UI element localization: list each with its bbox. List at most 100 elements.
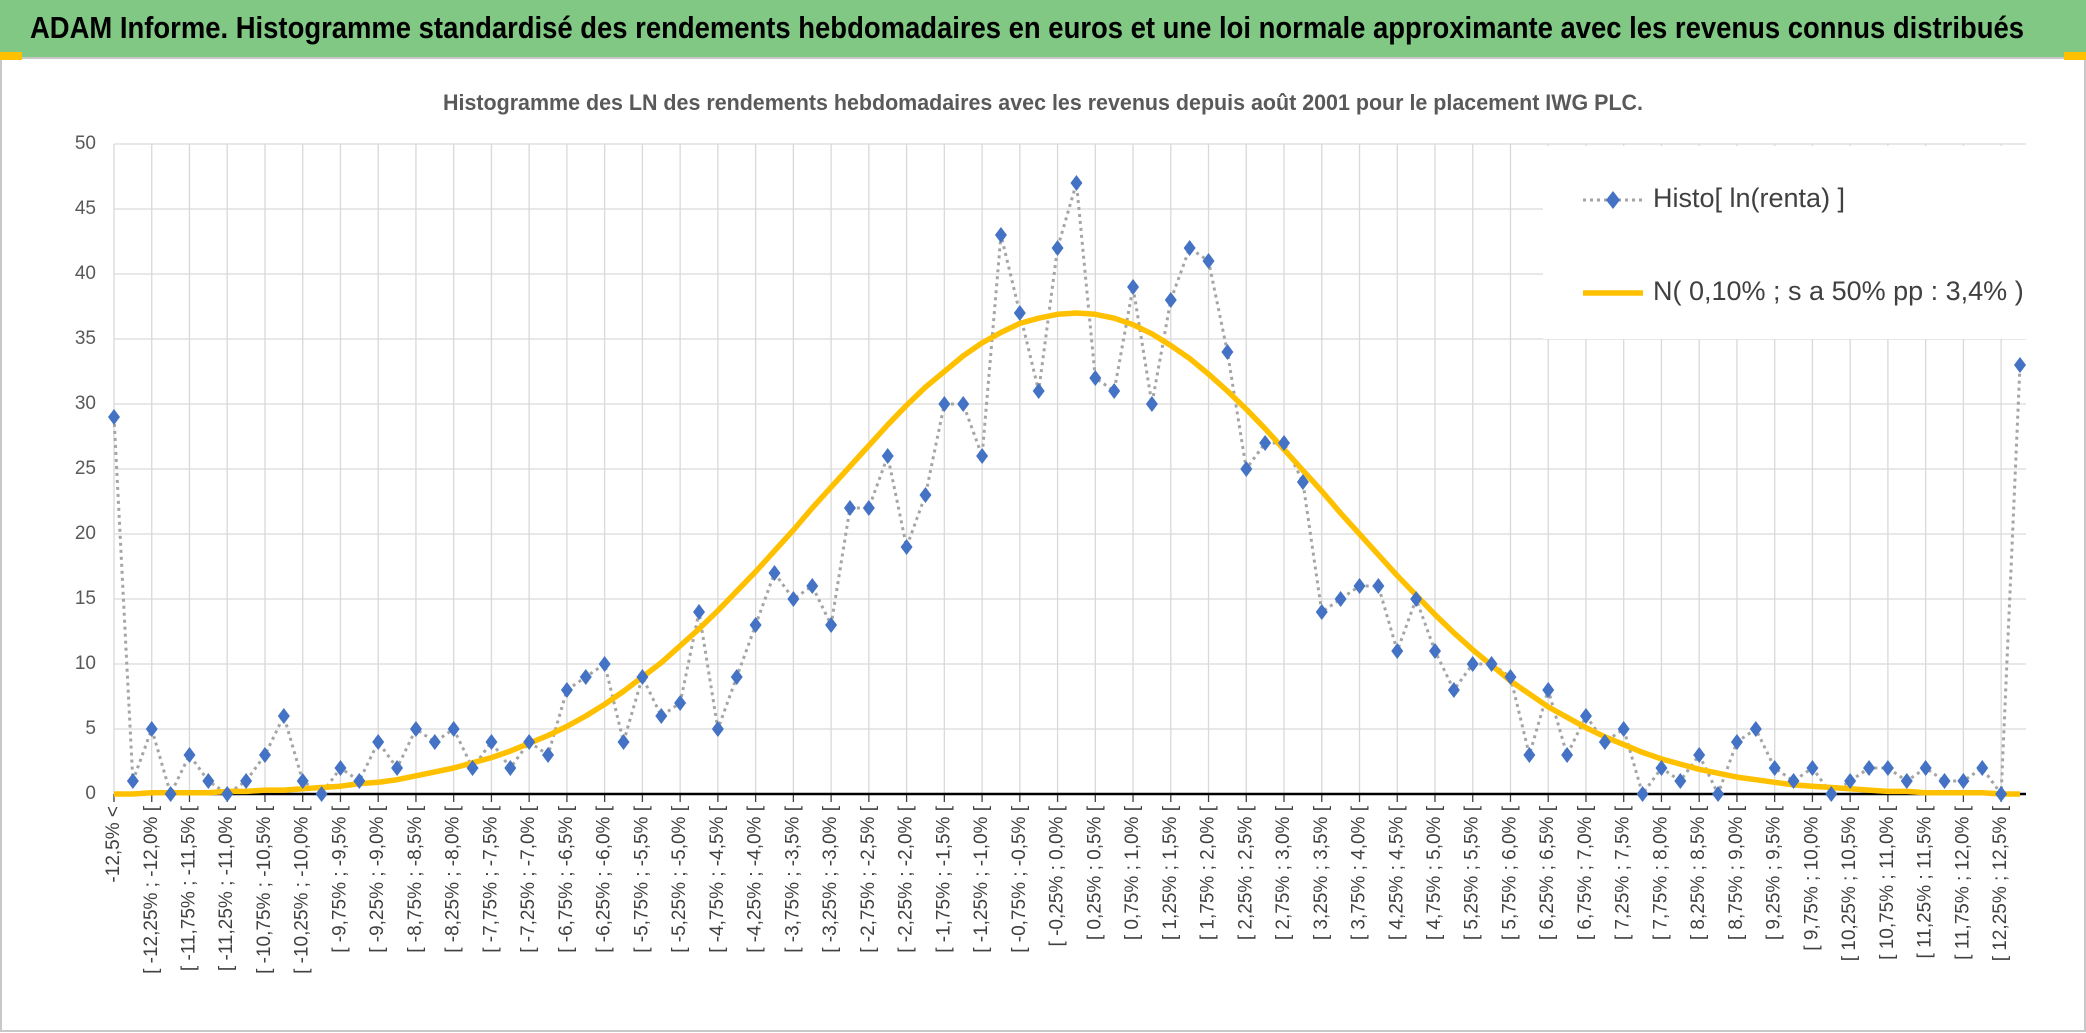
x-tick-label: [ -11,25% ; -11,0% [ xyxy=(216,805,237,971)
x-tick-label: [ 7,25% ; 7,5% [ xyxy=(1613,805,1634,940)
x-tick-label: [ -0,25% ; 0,0% [ xyxy=(1047,805,1068,946)
x-tick-label: [ 3,25% ; 3,5% [ xyxy=(1311,805,1332,940)
y-tick-label: 10 xyxy=(75,653,96,674)
data-point xyxy=(372,734,385,750)
data-point xyxy=(1051,240,1064,256)
data-point xyxy=(1768,760,1781,776)
grid: -12,5% < [ -12,25% ; -12,0% [ [ -11,75% ; … xyxy=(75,133,2026,974)
x-tick-label: [ 8,75% ; 9,0% [ xyxy=(1726,805,1747,940)
data-point xyxy=(1995,786,2008,802)
data-point xyxy=(1881,760,1894,776)
data-point xyxy=(428,734,441,750)
x-tick-label: [ 9,25% ; 9,5% [ xyxy=(1764,805,1785,940)
data-point xyxy=(1259,435,1272,451)
y-tick-label: 40 xyxy=(75,263,96,284)
data-point xyxy=(466,760,479,776)
data-point xyxy=(1466,656,1479,672)
corner xyxy=(0,52,22,60)
data-point xyxy=(1636,786,1649,802)
x-tick-label: [ 8,25% ; 8,5% [ xyxy=(1688,805,1709,940)
x-tick-label: [ -11,75% ; -11,5% [ xyxy=(179,805,200,971)
x-tick-label: [ -9,25% ; -9,0% [ xyxy=(367,805,388,953)
y-tick-label: 35 xyxy=(75,328,96,349)
data-point xyxy=(485,734,498,750)
x-tick-label: [ -10,25% ; -10,0% [ xyxy=(292,805,313,974)
data-point xyxy=(1825,786,1838,802)
data-point xyxy=(447,721,460,737)
data-point xyxy=(1674,773,1687,789)
data-point xyxy=(1183,240,1196,256)
data-point xyxy=(617,734,630,750)
data-point xyxy=(1598,734,1611,750)
x-tick-label: [ 3,75% ; 4,0% [ xyxy=(1349,805,1370,940)
data-point xyxy=(749,617,762,633)
x-tick-label: [ -1,25% ; -1,0% [ xyxy=(971,805,992,953)
data-point xyxy=(1428,643,1441,659)
x-tick-label: [ -2,25% ; -2,0% [ xyxy=(896,805,917,953)
data-point xyxy=(881,448,894,464)
x-tick-label: [ 9,75% ; 10,0% [ xyxy=(1801,805,1822,950)
data-point xyxy=(1542,682,1555,698)
data-point xyxy=(504,760,517,776)
x-tick-label: [ 6,75% ; 7,0% [ xyxy=(1575,805,1596,940)
x-tick-label: [ -9,75% ; -9,5% [ xyxy=(329,805,350,953)
legend-marker xyxy=(1606,191,1620,209)
data-point xyxy=(240,773,253,789)
x-tick-label: -12,5% < xyxy=(103,806,124,883)
x-tick-label: [ -2,75% ; -2,5% [ xyxy=(858,805,879,953)
y-tick-label: 5 xyxy=(85,718,96,739)
x-tick-label: [ 6,25% ; 6,5% [ xyxy=(1537,805,1558,940)
x-tick-label: [ 0,25% ; 0,5% [ xyxy=(1084,805,1105,940)
x-tick-label: [ 0,75% ; 1,0% [ xyxy=(1122,805,1143,940)
data-point xyxy=(1334,591,1347,607)
data-point xyxy=(900,539,913,555)
y-tick-label: 50 xyxy=(75,133,96,154)
data-point xyxy=(1976,760,1989,776)
y-tick-label: 45 xyxy=(75,198,96,219)
x-tick-label: [ -7,25% ; -7,0% [ xyxy=(518,805,539,953)
data-point xyxy=(1202,253,1215,269)
data-point xyxy=(560,682,573,698)
data-point xyxy=(730,669,743,685)
data-point xyxy=(1693,747,1706,763)
y-tick-label: 30 xyxy=(75,393,96,414)
x-tick-label: [ 2,75% ; 3,0% [ xyxy=(1273,805,1294,940)
data-point xyxy=(1900,773,1913,789)
data-point xyxy=(598,656,611,672)
data-point xyxy=(391,760,404,776)
data-point xyxy=(1372,578,1385,594)
header-title: ADAM Informe. Histogramme standardisé de… xyxy=(30,10,2024,45)
series-line xyxy=(114,310,2020,797)
data-point xyxy=(919,487,932,503)
data-point xyxy=(1844,773,1857,789)
data-point xyxy=(221,786,234,802)
y-tick-label: 20 xyxy=(75,523,96,544)
chart-title: Histogramme des LN des rendements hebdom… xyxy=(443,90,1643,115)
header-bar xyxy=(0,0,2086,57)
x-tick-label: [ 5,25% ; 5,5% [ xyxy=(1462,805,1483,940)
x-tick-label: [ -5,75% ; -5,5% [ xyxy=(631,805,652,953)
x-tick-label: [ -12,25% ; -12,0% [ xyxy=(141,805,162,974)
legend: Histo[ ln(renta) ] N( 0,10% ; s a 50% pp … xyxy=(1543,146,2049,339)
data-point xyxy=(1787,773,1800,789)
data-point xyxy=(1561,747,1574,763)
data-point xyxy=(1485,656,1498,672)
data-point xyxy=(1579,708,1592,724)
data-point xyxy=(523,734,536,750)
data-point xyxy=(1353,578,1366,594)
data-point xyxy=(334,760,347,776)
data-point xyxy=(1164,292,1177,308)
data-point xyxy=(1145,396,1158,412)
x-tick-label: [ -3,25% ; -3,0% [ xyxy=(820,805,841,953)
data-point xyxy=(1919,760,1932,776)
x-tick-label: [ 4,75% ; 5,0% [ xyxy=(1424,805,1445,940)
chart-border xyxy=(0,57,2086,1032)
data-point xyxy=(258,747,271,763)
data-point xyxy=(1070,175,1083,191)
x-tick-label: [ 10,25% ; 10,5% [ xyxy=(1839,805,1860,961)
x-tick-label: [ 1,75% ; 2,0% [ xyxy=(1198,805,1219,940)
data-point xyxy=(579,669,592,685)
data-point xyxy=(1957,773,1970,789)
legend-box xyxy=(1543,146,2049,339)
x-tick-label: [ 4,25% ; 4,5% [ xyxy=(1386,805,1407,940)
